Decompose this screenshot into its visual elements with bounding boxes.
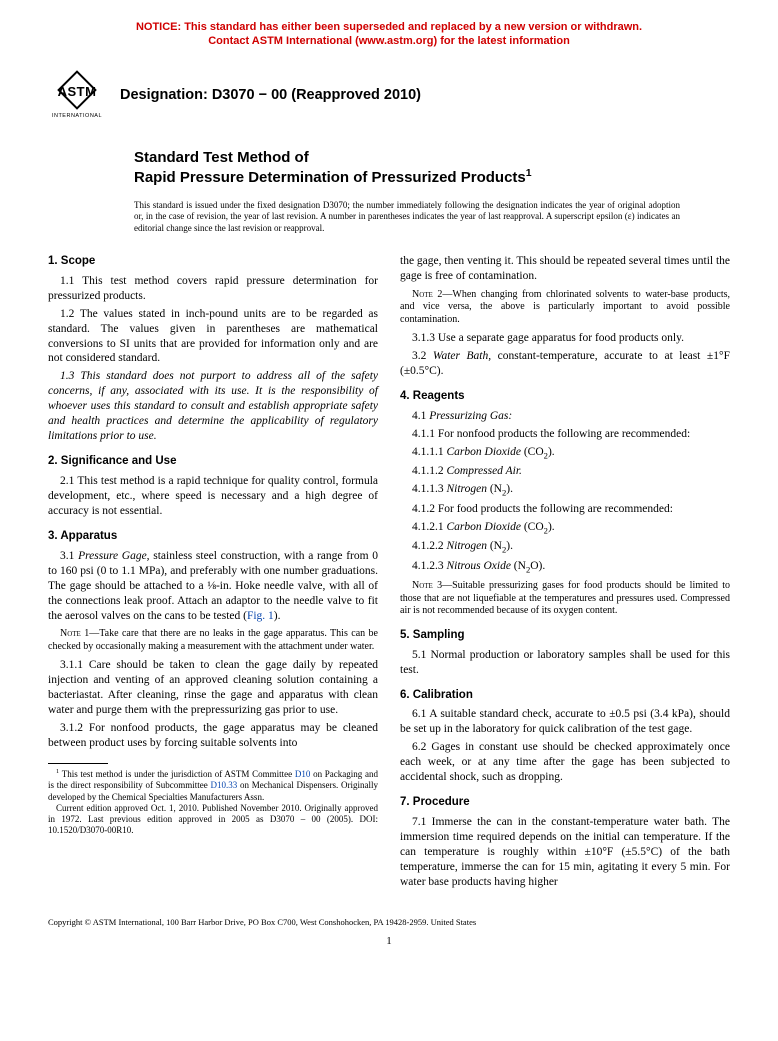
notice-banner: NOTICE: This standard has either been su…	[48, 20, 730, 49]
para-6-1: 6.1 A suitable standard check, accurate …	[400, 707, 730, 737]
right-column: the gage, then venting it. This should b…	[400, 254, 730, 893]
logo-subtitle: INTERNATIONAL	[52, 113, 102, 119]
page-number: 1	[48, 935, 730, 947]
note-3: Note 3—Suitable pressurizing gases for f…	[400, 580, 730, 618]
issuance-note: This standard is issued under the fixed …	[134, 200, 730, 234]
para-3-1: 3.1 Pressure Gage, stainless steel const…	[48, 549, 378, 624]
para-3-1-2-cont: the gage, then venting it. This should b…	[400, 254, 730, 284]
designation: Designation: D3070 − 00 (Reapproved 2010…	[120, 87, 421, 103]
left-column: 1. Scope 1.1 This test method covers rap…	[48, 254, 378, 893]
section-6-head: 6. Calibration	[400, 688, 730, 703]
para-3-1-2: 3.1.2 For nonfood products, the gage app…	[48, 721, 378, 751]
para-4-1-2-2: 4.1.2.2 Nitrogen (N2).	[400, 539, 730, 556]
section-3-head: 3. Apparatus	[48, 529, 378, 544]
logo-text: ASTM	[49, 84, 105, 99]
para-4-1-1-1: 4.1.1.1 Carbon Dioxide (CO2).	[400, 445, 730, 462]
title-prefix: Standard Test Method of	[134, 149, 730, 168]
para-3-1-1: 3.1.1 Care should be taken to clean the …	[48, 658, 378, 718]
para-4-1-1-3: 4.1.1.3 Nitrogen (N2).	[400, 482, 730, 499]
subcommittee-link[interactable]: D10.33	[211, 780, 238, 790]
footnote-rule	[48, 763, 108, 764]
section-4-head: 4. Reagents	[400, 389, 730, 404]
para-5-1: 5.1 Normal production or laboratory samp…	[400, 648, 730, 678]
title-main: Rapid Pressure Determination of Pressuri…	[134, 167, 730, 188]
title-block: Standard Test Method of Rapid Pressure D…	[134, 149, 730, 189]
note-1: Note 1—Take care that there are no leaks…	[48, 628, 378, 653]
para-6-2: 6.2 Gages in constant use should be chec…	[400, 740, 730, 785]
copyright: Copyright © ASTM International, 100 Barr…	[48, 917, 730, 927]
note-2: Note 2—When changing from chlorinated so…	[400, 289, 730, 327]
para-4-1: 4.1 Pressurizing Gas:	[400, 409, 730, 424]
astm-logo: ASTM INTERNATIONAL	[48, 67, 106, 123]
section-1-head: 1. Scope	[48, 254, 378, 269]
para-1-2: 1.2 The values stated in inch-pound unit…	[48, 307, 378, 367]
section-5-head: 5. Sampling	[400, 628, 730, 643]
para-4-1-2-1: 4.1.2.1 Carbon Dioxide (CO2).	[400, 520, 730, 537]
body-columns: 1. Scope 1.1 This test method covers rap…	[48, 254, 730, 893]
para-3-1-3: 3.1.3 Use a separate gage apparatus for …	[400, 331, 730, 346]
footnote-1: 1 This test method is under the jurisdic…	[48, 768, 378, 803]
footnote-1b: Current edition approved Oct. 1, 2010. P…	[48, 803, 378, 837]
para-1-1: 1.1 This test method covers rapid pressu…	[48, 274, 378, 304]
para-4-1-1: 4.1.1 For nonfood products the following…	[400, 427, 730, 442]
para-3-2: 3.2 Water Bath, constant-temperature, ac…	[400, 349, 730, 379]
para-1-3: 1.3 This standard does not purport to ad…	[48, 369, 378, 444]
committee-d10-link[interactable]: D10	[295, 769, 311, 779]
header-row: ASTM INTERNATIONAL Designation: D3070 − …	[48, 67, 730, 123]
fig1-link[interactable]: Fig. 1	[247, 610, 274, 622]
para-7-1: 7.1 Immerse the can in the constant-temp…	[400, 815, 730, 890]
para-4-1-1-2: 4.1.1.2 Compressed Air.	[400, 464, 730, 479]
para-4-1-2-3: 4.1.2.3 Nitrous Oxide (N2O).	[400, 559, 730, 576]
section-7-head: 7. Procedure	[400, 795, 730, 810]
section-2-head: 2. Significance and Use	[48, 454, 378, 469]
notice-line1: NOTICE: This standard has either been su…	[48, 20, 730, 34]
notice-line2: Contact ASTM International (www.astm.org…	[48, 34, 730, 48]
para-4-1-2: 4.1.2 For food products the following ar…	[400, 502, 730, 517]
para-2-1: 2.1 This test method is a rapid techniqu…	[48, 474, 378, 519]
